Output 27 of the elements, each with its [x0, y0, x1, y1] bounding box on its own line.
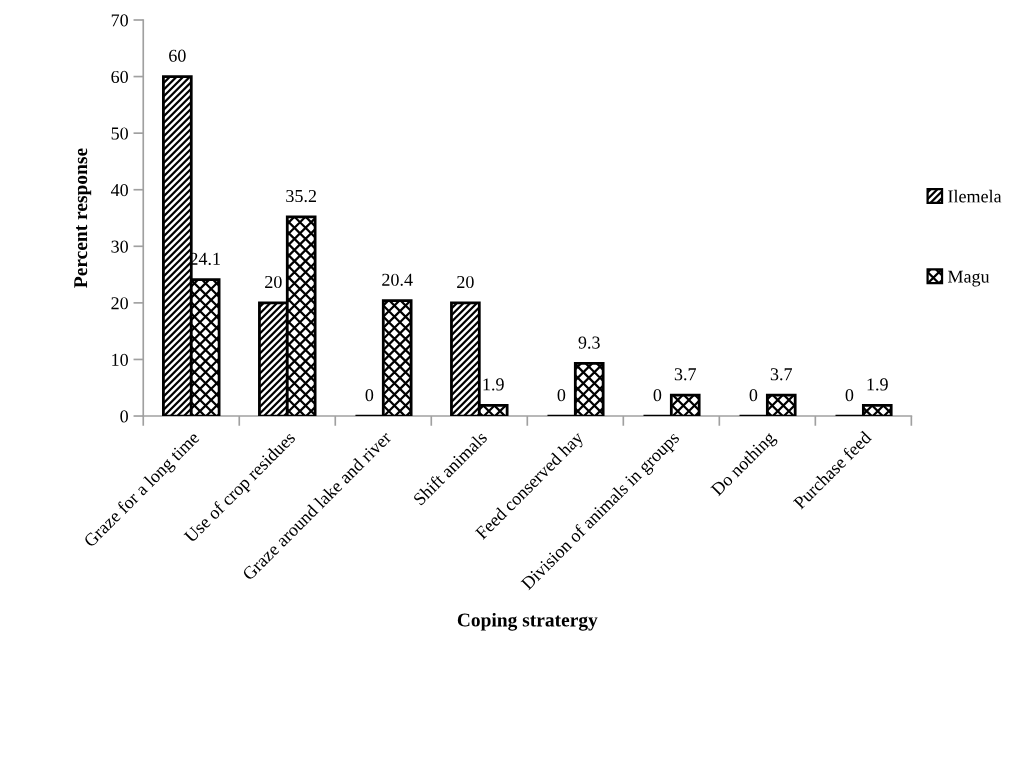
data-label: 20 — [457, 275, 474, 289]
data-label: 0 — [653, 389, 662, 402]
data-label: 3.7 — [770, 368, 793, 381]
y-tick-label: 40 — [110, 183, 128, 197]
data-label: 0 — [557, 389, 566, 402]
y-tick-label: 30 — [111, 240, 128, 253]
legend-label: Magu — [947, 270, 990, 287]
y-tick-label: 20 — [111, 297, 128, 310]
y-tick-label: 70 — [111, 14, 128, 27]
data-label: 0 — [845, 389, 854, 402]
y-tick-label: 50 — [111, 127, 128, 140]
data-label: 9.3 — [578, 336, 600, 349]
y-tick-label: 60 — [111, 70, 128, 84]
data-label: 20 — [265, 275, 282, 289]
data-label: 3.7 — [674, 368, 697, 381]
data-label: 20.4 — [382, 273, 413, 286]
y-tick-label: 0 — [120, 410, 128, 423]
data-label: 0 — [365, 389, 374, 402]
legend-label: Ilemela — [948, 189, 1002, 203]
data-label: 0 — [749, 389, 758, 402]
data-label: 1.9 — [483, 378, 504, 391]
y-axis-title: Percent response — [74, 148, 92, 288]
x-axis-title: Coping stratergy — [457, 612, 598, 631]
data-label: 35.2 — [286, 189, 316, 203]
y-tick-label: 10 — [112, 353, 128, 366]
data-label: 1.9 — [867, 378, 888, 391]
data-label: 60 — [169, 49, 186, 62]
